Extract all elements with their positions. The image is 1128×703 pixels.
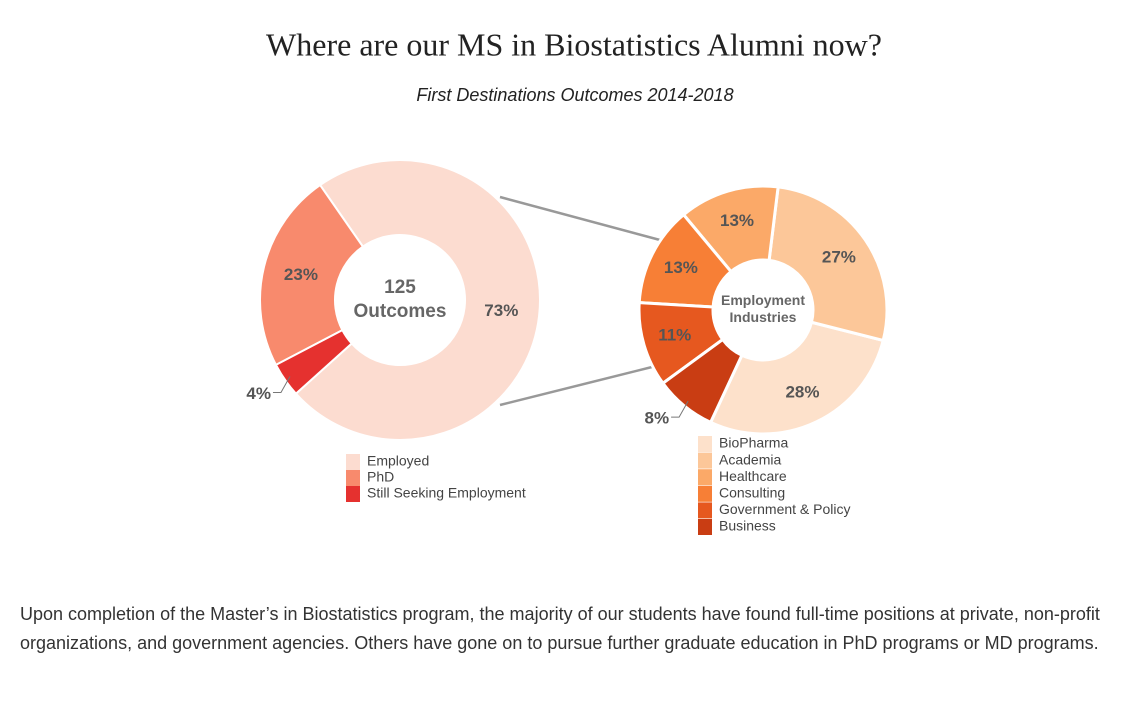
body-text: Upon completion of the Master’s in Biost… — [20, 604, 1100, 653]
center-label: Outcomes — [354, 301, 447, 322]
chart-area: Where are our MS in Biostatistics Alumni… — [246, 26, 889, 535]
legend-swatch — [698, 485, 712, 502]
donut-slice — [767, 185, 889, 343]
value-label: 13% — [720, 211, 754, 230]
legend-label: Healthcare — [719, 468, 787, 484]
leader-line — [272, 376, 291, 393]
page-subtitle: First Destinations Outcomes 2014-2018 — [416, 85, 733, 105]
legend-swatch — [698, 502, 712, 519]
legend-label: BioPharma — [719, 435, 788, 451]
value-label: 13% — [664, 258, 698, 277]
legend-label: Government & Policy — [719, 501, 851, 517]
value-label: 4% — [246, 384, 271, 403]
legend-label: Academia — [719, 451, 781, 467]
value-label: 23% — [284, 265, 318, 284]
connector-line — [499, 364, 657, 407]
donut-slice — [274, 328, 354, 396]
legend-swatch — [346, 454, 360, 470]
legend-swatch — [346, 470, 360, 486]
leader-line — [671, 400, 689, 418]
value-label: 11% — [658, 325, 691, 344]
value-label: 73% — [484, 301, 518, 320]
legend-swatch — [698, 436, 712, 452]
legend-swatch — [698, 469, 712, 486]
legend-label: PhD — [367, 469, 394, 485]
center-label: Employment — [721, 292, 805, 308]
donut-slice — [294, 159, 541, 441]
donut-slice — [708, 320, 886, 436]
page-title: Where are our MS in Biostatistics Alumni… — [266, 26, 882, 62]
legend-label: Still Seeking Employment — [367, 485, 526, 501]
connector-line — [499, 195, 661, 242]
donut-slice — [660, 337, 744, 425]
value-label: 8% — [645, 409, 670, 428]
center-label: Industries — [730, 309, 797, 325]
legend-label: Consulting — [719, 485, 785, 501]
legend-label: Employed — [367, 453, 429, 469]
legend-swatch — [346, 486, 360, 502]
legend-label: Business — [719, 518, 776, 534]
donut-slice — [259, 183, 365, 367]
center-label: 125 — [384, 277, 416, 298]
value-label: 27% — [822, 248, 856, 267]
legend-swatch — [698, 452, 712, 469]
legend-swatch — [698, 519, 712, 535]
value-label: 28% — [785, 383, 819, 402]
